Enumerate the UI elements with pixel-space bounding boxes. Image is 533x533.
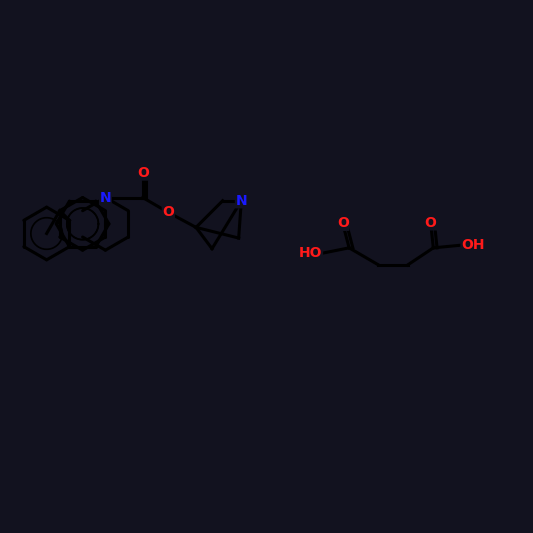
Text: O: O: [137, 166, 149, 180]
Text: OH: OH: [461, 238, 484, 252]
Text: HO: HO: [299, 246, 322, 260]
Text: O: O: [425, 216, 437, 230]
Text: O: O: [337, 216, 349, 230]
Text: N: N: [236, 193, 247, 208]
Text: O: O: [163, 205, 174, 220]
Text: N: N: [100, 190, 111, 205]
